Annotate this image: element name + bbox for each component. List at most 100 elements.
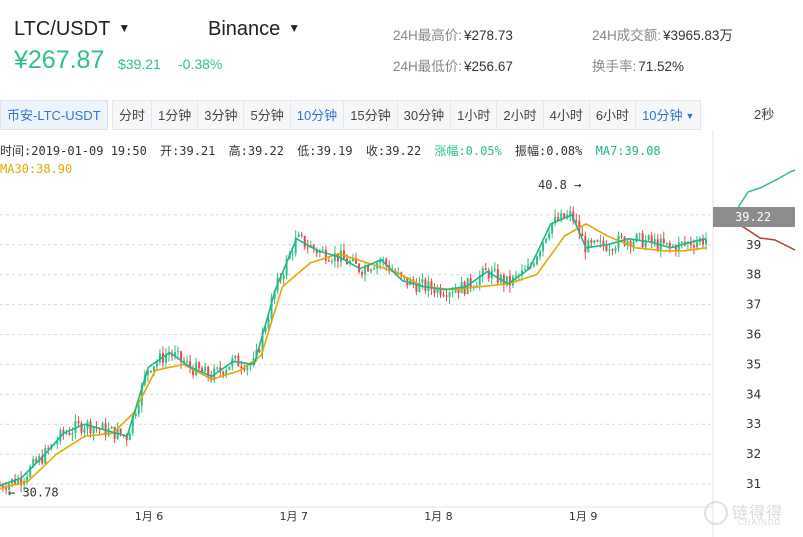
candle-body — [683, 241, 686, 244]
candle-body — [433, 289, 436, 294]
candle-body — [207, 366, 210, 377]
candle-body — [680, 241, 683, 243]
candle-body — [526, 265, 529, 270]
candle-body — [267, 318, 270, 328]
candle-body — [379, 260, 382, 263]
candle-body — [140, 384, 143, 406]
period-tab-10[interactable]: 6小时 — [589, 100, 637, 130]
candle-body — [17, 478, 20, 485]
candle-body — [312, 245, 315, 250]
candle-body — [228, 366, 231, 370]
exchange-selector[interactable]: Binance ▼ — [208, 18, 300, 41]
y-tick-label: 36 — [746, 328, 761, 342]
candle-body — [249, 364, 252, 366]
info-open: 开:39.21 — [160, 144, 216, 158]
candle-body — [487, 270, 490, 279]
candle-body — [626, 240, 629, 246]
candle-body — [92, 427, 95, 434]
candle-body — [584, 236, 587, 253]
header: LTC/USDT ▼ Binance ▼ ¥267.87 $39.21 -0.38%… — [0, 0, 803, 92]
caret-down-icon: ▼ — [288, 21, 301, 35]
candle-body — [505, 276, 508, 285]
candle-body — [520, 270, 523, 276]
period-tab-3[interactable]: 5分钟 — [244, 100, 291, 130]
y-tick-label: 35 — [746, 357, 761, 371]
candle-body — [677, 242, 680, 252]
candle-body — [101, 423, 104, 429]
candle-body — [695, 242, 698, 248]
candle-body — [352, 258, 354, 262]
candle-body — [321, 249, 324, 251]
period-tab-11[interactable]: 10分钟 ▼ — [636, 100, 702, 130]
period-tab-7[interactable]: 1小时 — [451, 100, 498, 130]
candle-body — [204, 366, 207, 372]
candle-body — [454, 289, 457, 293]
candle-body — [71, 432, 74, 435]
candle-body — [327, 260, 330, 262]
candle-body — [514, 275, 517, 277]
market-tab[interactable]: 币安-LTC-USDT — [0, 100, 108, 130]
candle-body — [439, 287, 442, 296]
candle-body — [246, 365, 249, 371]
caret-down-icon: ▼ — [118, 21, 131, 35]
info-close: 收:39.22 — [365, 144, 422, 158]
kline-chart[interactable]: 313233343536373839401月 61月 71月 81月 940.8… — [0, 130, 803, 537]
candle-body — [448, 292, 451, 297]
candle-body — [427, 281, 430, 291]
info-time: 时间:2019-01-09 19:50 — [0, 144, 147, 158]
period-tab-5[interactable]: 15分钟 — [344, 100, 398, 130]
candle-body — [158, 353, 161, 363]
candle-body — [557, 216, 560, 221]
ma7-line — [0, 213, 707, 487]
candle-body — [623, 236, 626, 246]
candle-body — [173, 352, 176, 356]
candle-body — [285, 258, 288, 276]
candle-body — [508, 276, 511, 286]
candle-body — [635, 234, 638, 242]
watermark-logo-icon — [704, 501, 728, 525]
candle-body — [198, 362, 201, 369]
candle-body — [418, 282, 421, 292]
period-tab-8[interactable]: 2小时 — [497, 100, 544, 130]
min-price-label: ← 30.78 — [8, 486, 59, 500]
candle-body — [653, 239, 656, 243]
candle-body — [146, 370, 149, 376]
candle-body — [692, 245, 695, 248]
candle-body — [478, 275, 481, 286]
refresh-interval[interactable]: 2秒 — [754, 107, 775, 122]
candle-body — [300, 234, 303, 236]
candle-body — [261, 331, 264, 352]
candle-body — [234, 355, 237, 359]
candle-body — [20, 478, 23, 485]
candle-body — [53, 444, 56, 446]
candle-body — [551, 223, 554, 234]
candle-body — [149, 370, 152, 372]
candle-body — [195, 362, 198, 376]
period-tab-2[interactable]: 3分钟 — [198, 100, 245, 130]
period-tab-9[interactable]: 4小时 — [543, 100, 590, 130]
period-tab-0[interactable]: 分时 — [112, 100, 153, 130]
period-tab-6[interactable]: 30分钟 — [397, 100, 452, 130]
candle-body — [282, 275, 285, 280]
period-tab-1[interactable]: 1分钟 — [152, 100, 199, 130]
candle-body — [306, 247, 309, 249]
candle-body — [74, 421, 77, 433]
pair-selector[interactable]: LTC/USDT ▼ — [14, 18, 130, 41]
candle-body — [186, 361, 189, 363]
ma30-line — [0, 222, 707, 490]
period-tab-4[interactable]: 10分钟 — [290, 100, 345, 130]
candle-body — [225, 369, 228, 375]
candle-body — [291, 253, 294, 255]
info-ma7: MA7:39.08 — [595, 144, 661, 158]
candle-body — [44, 448, 47, 464]
candle-body — [192, 367, 195, 376]
exchange-label: Binance — [208, 18, 281, 40]
info-change: 涨幅:0.05% — [434, 144, 502, 158]
stat-24h-volume: 24H成交额: ¥3965.83万 — [592, 28, 733, 43]
candle-body — [647, 235, 650, 241]
candle-body — [177, 351, 180, 353]
y-tick-label: 34 — [746, 387, 761, 401]
x-tick-label: 1月 6 — [135, 510, 164, 523]
candle-body — [481, 268, 484, 276]
candle-body — [119, 428, 122, 435]
